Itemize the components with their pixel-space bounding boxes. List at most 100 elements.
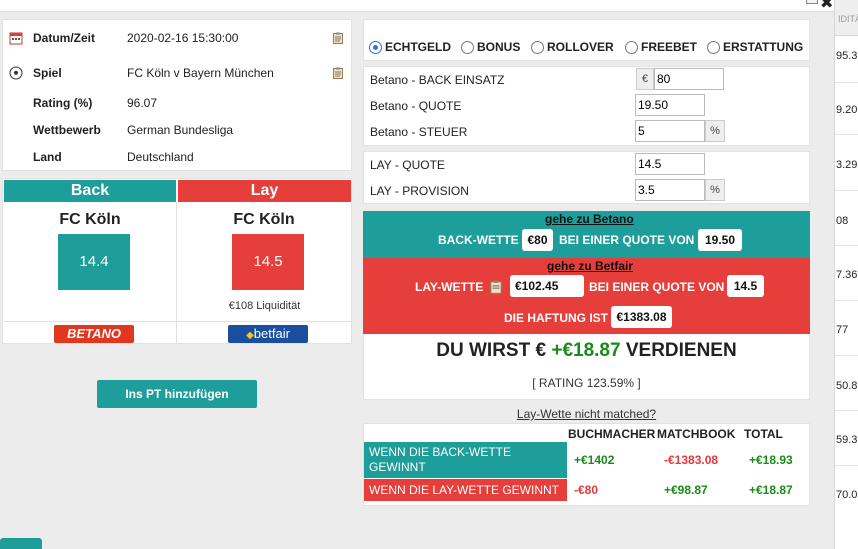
info-row-rating: Rating (%) 96.07 — [3, 93, 353, 113]
radio-icon[interactable] — [625, 40, 638, 54]
cell-total: +€18.93 — [749, 453, 793, 467]
info-value: German Bundesliga — [127, 123, 234, 137]
info-label: Spiel — [33, 66, 62, 80]
back-team-name: FC Köln — [59, 211, 121, 228]
table-cell: 9.20 — [836, 104, 858, 116]
info-label: Wettbewerb — [33, 123, 101, 137]
back-stake-pill: €80 — [522, 229, 553, 251]
lay-odds-pill: 14.5 — [727, 275, 764, 297]
event-info-panel: Datum/Zeit 2020-02-16 15:30:00 Spiel FC … — [2, 19, 352, 171]
info-value: 96.07 — [127, 96, 158, 110]
lay-not-matched-link[interactable]: Lay-Wette nicht matched? — [516, 407, 657, 421]
percent-addon: % — [705, 120, 725, 142]
back-stake-label: Betano - BACK EINSATZ — [370, 73, 505, 87]
column-header: IDITÄ — [835, 0, 858, 36]
cell-matchbook: +€98.87 — [664, 483, 708, 497]
odds-panel: Back Lay FC Köln FC Köln 14.4 14.5 €108 … — [2, 178, 352, 344]
lay-odds-text: BEI EINER QUOTE VON — [589, 280, 725, 294]
bet-type-panel — [363, 19, 810, 61]
cell-matchbook: -€1383.08 — [664, 453, 719, 467]
back-odds-text: BEI EINER QUOTE VON — [559, 233, 695, 247]
lay-odds-label: LAY - QUOTE — [370, 158, 445, 172]
back-odds-label: Betano - QUOTE — [370, 99, 462, 113]
table-cell: 59.3 — [836, 434, 858, 446]
back-tax-input[interactable] — [635, 120, 705, 142]
clipboard-icon[interactable] — [490, 280, 502, 294]
back-bet-label: BACK-WETTE — [438, 233, 519, 247]
table-cell: 3.29 — [836, 159, 858, 171]
lay-stake-pill[interactable]: €102.45 — [510, 275, 584, 297]
lay-liquidity: €108 Liquidität — [228, 300, 301, 312]
info-label: Datum/Zeit — [33, 31, 96, 45]
lay-commission-input[interactable] — [635, 179, 705, 201]
betfair-logo[interactable]: ◆betfair — [228, 325, 308, 343]
col-header-bookmaker: BUCHMACHER — [568, 427, 656, 441]
back-tax-label: Betano - STEUER — [370, 125, 468, 139]
lay-commission-label: LAY - PROVISION — [370, 184, 469, 198]
window-control[interactable] — [806, 0, 818, 4]
radio-freebet[interactable]: FREEBET — [625, 40, 697, 54]
betano-logo[interactable]: BETANO — [54, 325, 134, 343]
info-row-country: Land Deutschland — [3, 147, 353, 167]
add-to-portfolio-button[interactable]: Ins PT hinzufügen — [97, 380, 257, 408]
back-header: Back — [4, 180, 176, 202]
lay-header: Lay — [178, 180, 351, 202]
lay-bet-label: LAY-WETTE — [415, 280, 484, 294]
cell-bookmaker: -€80 — [574, 483, 599, 497]
radio-echtgeld[interactable]: ECHTGELD — [369, 40, 451, 54]
back-odds-pill: 19.50 — [698, 229, 742, 251]
lay-inputs-panel — [363, 151, 810, 204]
info-value: 2020-02-16 15:30:00 — [127, 31, 239, 45]
radio-bonus[interactable]: BONUS — [461, 40, 520, 54]
radio-erstattung[interactable]: ERSTATTUNG — [707, 40, 803, 54]
radio-selected-icon[interactable] — [369, 40, 382, 54]
info-value: FC Köln v Bayern München — [127, 66, 274, 80]
currency-addon: € — [636, 68, 654, 90]
radio-icon[interactable] — [461, 40, 474, 54]
goto-betfair-link[interactable]: gehe zu Betfair — [547, 259, 634, 273]
table-cell: 95.3 — [836, 50, 858, 62]
background-table-column: IDITÄ 95.3 9.20 3.29 08 7.36 77 50.8 59.… — [834, 0, 858, 549]
table-cell: 50.8 — [836, 380, 858, 392]
back-inputs-panel — [363, 66, 810, 146]
info-label: Rating (%) — [33, 96, 93, 110]
goto-betano-link[interactable]: gehe zu Betano — [545, 212, 634, 226]
profit-amount: +€18.87 — [551, 340, 621, 361]
col-header-matchbook: MATCHBOOK — [657, 427, 736, 441]
calendar-icon — [9, 32, 23, 45]
back-odds-input[interactable] — [635, 94, 705, 116]
cell-bookmaker: +€1402 — [574, 453, 615, 467]
clipboard-icon[interactable] — [333, 67, 343, 79]
radio-rollover[interactable]: ROLLOVER — [531, 40, 614, 54]
column-divider — [176, 202, 177, 344]
back-odds-box[interactable]: 14.4 — [58, 234, 130, 290]
rating-text: [ RATING 123.59% ] — [532, 376, 641, 390]
cell-total: +€18.87 — [749, 483, 793, 497]
back-stake-input[interactable] — [654, 68, 724, 90]
profit-panel — [363, 334, 810, 400]
close-icon[interactable]: ✖ — [820, 0, 834, 12]
profit-headline: DU WIRST € +€18.87 VERDIENEN — [436, 340, 737, 361]
radio-icon[interactable] — [531, 40, 544, 54]
soccer-ball-icon — [9, 66, 23, 80]
table-cell: 70.0 — [836, 489, 858, 501]
table-cell: 77 — [836, 324, 849, 336]
percent-addon: % — [705, 179, 725, 201]
partial-footer-button[interactable] — [0, 538, 42, 549]
info-value: Deutschland — [127, 150, 194, 164]
row-label-lay-wins: WENN DIE LAY-WETTE GEWINNT — [364, 479, 567, 501]
betfair-arrows-icon: ◆ — [246, 330, 254, 341]
table-cell: 08 — [836, 215, 849, 227]
clipboard-icon[interactable] — [333, 32, 343, 44]
lay-odds-input[interactable] — [635, 153, 705, 175]
radio-icon[interactable] — [707, 40, 720, 54]
info-row-date: Datum/Zeit 2020-02-16 15:30:00 — [3, 28, 353, 48]
lay-odds-box[interactable]: 14.5 — [232, 234, 304, 290]
liability-label: DIE HAFTUNG IST — [504, 311, 608, 325]
info-label: Land — [33, 150, 62, 164]
table-cell: 7.36 — [836, 269, 858, 281]
liability-pill: €1383.08 — [611, 306, 672, 328]
lay-team-name: FC Köln — [233, 211, 295, 228]
info-row-competition: Wettbewerb German Bundesliga — [3, 120, 353, 140]
modal-top-strip — [0, 0, 834, 12]
